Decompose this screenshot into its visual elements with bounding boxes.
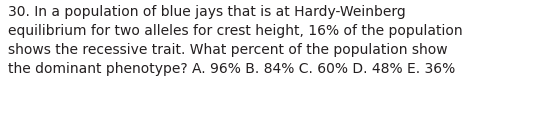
Text: 30. In a population of blue jays that is at Hardy-Weinberg
equilibrium for two a: 30. In a population of blue jays that is… bbox=[8, 5, 463, 76]
